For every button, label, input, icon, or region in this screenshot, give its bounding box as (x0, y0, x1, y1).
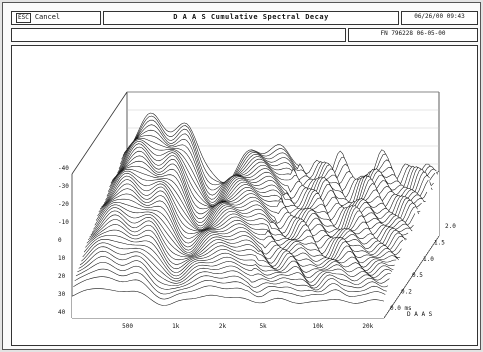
y-tick-label: 40 (58, 309, 66, 316)
y-tick-label: 20 (58, 273, 66, 280)
freq-tick-label: 500 (122, 323, 133, 330)
decay-slice (78, 250, 391, 287)
decay-slice (77, 256, 390, 289)
decay-slice (82, 239, 395, 277)
frame-edge (383, 235, 440, 319)
decay-slice (83, 235, 397, 273)
decay-slice (93, 204, 406, 255)
status-message (11, 28, 346, 42)
freq-tick-label: 10k (312, 323, 323, 330)
time-tick-label: 1.5 (434, 239, 445, 246)
esc-key-badge: ESC (16, 13, 31, 23)
decay-slice (109, 160, 422, 220)
decay-slice (81, 242, 394, 279)
decay-slice (125, 115, 438, 188)
freq-tick-label: 20k (362, 323, 373, 330)
brand-label: D A A S (407, 311, 433, 318)
decay-slice (118, 137, 432, 204)
decay-slice (75, 262, 389, 291)
decay-slice (111, 150, 425, 213)
time-tick-label: 0.0 ms (390, 305, 412, 312)
decay-slice (86, 224, 400, 265)
y-tick-label: 30 (58, 291, 66, 298)
decay-slice (103, 172, 417, 234)
decay-slice (100, 183, 413, 235)
y-tick-label: -20 (58, 201, 69, 208)
decay-slice (74, 268, 387, 295)
waterfall-chart: 40 30 20 10 0 -10 -20 -30 -40 500 1k 2k 5k 10k 20k 0.… (58, 91, 456, 330)
decay-slice (90, 210, 403, 260)
decay-slice (85, 229, 398, 270)
decay-slice (97, 193, 410, 244)
freq-tick-label: 5k (259, 323, 267, 330)
freq-tick-label: 1k (172, 323, 180, 330)
decay-slice (120, 135, 433, 200)
decay-slice (106, 168, 420, 227)
timestamp: 06/26/00 09:43 (401, 11, 478, 25)
y-tick-label: -30 (58, 183, 69, 190)
chart-curves (71, 112, 440, 318)
decay-slice (113, 146, 426, 208)
y-tick-label: -10 (58, 219, 69, 226)
decay-slice (94, 202, 407, 251)
decay-slice (122, 124, 436, 195)
time-tick-label: 0.2 (401, 289, 412, 296)
plot-area: 40 30 20 10 0 -10 -20 -30 -40 500 1k 2k 5k 10k 20k 0.… (11, 45, 478, 346)
decay-slice (98, 188, 412, 240)
window-title: D A A S Cumulative Spectral Decay (103, 11, 399, 25)
cancel-label: Cancel (34, 13, 61, 21)
decay-slice (79, 246, 393, 283)
cancel-button[interactable]: ESC Cancel (11, 11, 101, 25)
time-tick-label: 0.5 (412, 272, 423, 279)
decay-slice (105, 170, 418, 231)
file-info: FN 796228 06-05-00 (348, 28, 478, 42)
time-tick-label: 2.0 (445, 223, 456, 230)
decay-slice (91, 207, 405, 258)
y-tick-label: 10 (58, 255, 66, 262)
y-tick-label: 0 (58, 237, 62, 244)
decay-slice (87, 219, 401, 261)
slice-fill (72, 288, 384, 318)
decay-slice (107, 166, 421, 223)
decay-slice (73, 276, 386, 300)
frame-edge (71, 91, 128, 175)
y-tick-labels: 40 30 20 10 0 -10 -20 -30 -40 (58, 165, 69, 316)
freq-tick-label: 2k (219, 323, 227, 330)
decay-slice (95, 198, 409, 248)
y-tick-label: -40 (58, 165, 69, 172)
decay-slice (71, 288, 385, 306)
decay-slice (117, 139, 430, 207)
decay-slice (110, 155, 423, 218)
decay-slice (124, 119, 437, 192)
freq-tick-labels: 500 1k 2k 5k 10k 20k (122, 323, 373, 330)
time-tick-labels: 0.0 ms 0.2 0.5 1.0 1.5 2.0 (390, 223, 456, 312)
time-tick-label: 1.0 (423, 256, 434, 263)
